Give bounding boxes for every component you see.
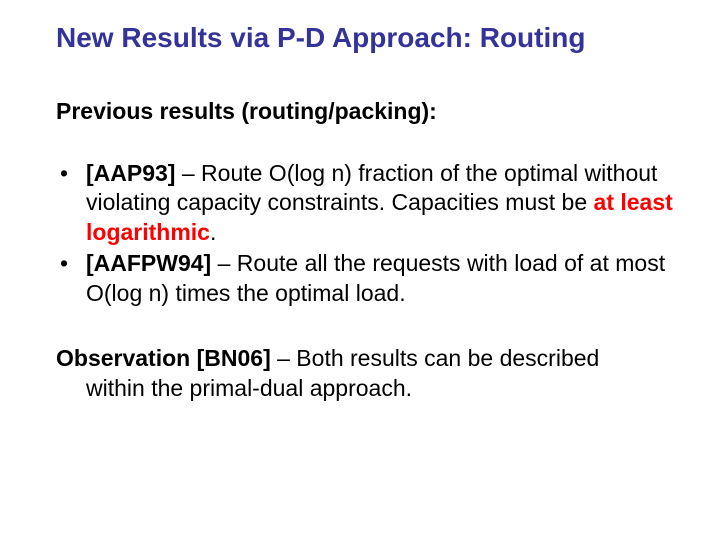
bullet-list: [AAP93] – Route O(log n) fraction of the… — [56, 159, 680, 308]
citation: [AAFPW94] — [86, 250, 211, 276]
section-heading: Previous results (routing/packing): — [56, 98, 680, 125]
observation-line2: within the primal-dual approach. — [56, 374, 680, 403]
bullet-text-post: . — [210, 219, 216, 245]
observation-line1: – Both results can be described — [271, 345, 600, 371]
observation-label: Observation — [56, 345, 190, 371]
slide: New Results via P-D Approach: Routing Pr… — [0, 0, 720, 540]
observation-paragraph: Observation [BN06] – Both results can be… — [56, 344, 680, 403]
observation-cite: [BN06] — [197, 345, 271, 371]
list-item: [AAFPW94] – Route all the requests with … — [56, 249, 680, 308]
slide-title: New Results via P-D Approach: Routing — [56, 22, 680, 54]
list-item: [AAP93] – Route O(log n) fraction of the… — [56, 159, 680, 247]
citation: [AAP93] — [86, 160, 175, 186]
